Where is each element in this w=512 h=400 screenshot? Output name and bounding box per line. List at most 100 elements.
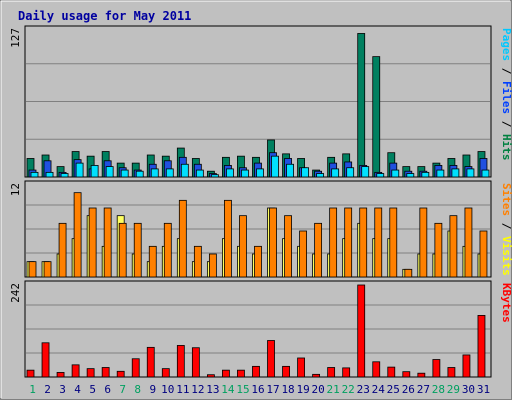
bar — [165, 168, 174, 178]
bar — [135, 170, 144, 178]
x-tick-label: 18 — [281, 383, 294, 396]
x-tick-label: 28 — [432, 383, 445, 396]
bar — [58, 222, 67, 278]
x-tick-label: 1 — [29, 383, 36, 396]
bar — [314, 222, 323, 278]
legend-part: / — [500, 61, 512, 81]
bar — [30, 171, 39, 178]
bar — [237, 369, 245, 378]
x-tick-label: 7 — [119, 383, 126, 396]
bar — [464, 207, 473, 278]
bar — [43, 261, 52, 278]
bar — [357, 33, 366, 178]
bar — [195, 169, 204, 178]
bar — [447, 367, 456, 378]
bar — [404, 268, 413, 278]
bar — [417, 372, 426, 378]
x-tick-label: 13 — [206, 383, 219, 396]
panel-kbytes: 242 KBytes — [9, 280, 512, 378]
bar — [359, 207, 368, 278]
bar — [462, 354, 471, 378]
bar — [88, 207, 97, 278]
bar — [477, 315, 486, 378]
bar — [146, 346, 155, 378]
x-tick-label: 3 — [59, 383, 66, 396]
x-tick-label: 24 — [372, 383, 386, 396]
bar — [449, 215, 458, 278]
bar — [466, 168, 475, 178]
bar — [387, 366, 396, 378]
bar — [116, 370, 125, 378]
bar — [331, 168, 340, 178]
bar — [372, 56, 381, 178]
bar — [479, 230, 488, 278]
x-tick-label: 27 — [417, 383, 430, 396]
bar — [90, 165, 99, 178]
bar — [60, 173, 69, 178]
bar — [256, 168, 264, 178]
bar — [344, 207, 353, 278]
bar — [176, 345, 185, 378]
bar — [210, 174, 219, 178]
y-max-label: 12 — [9, 183, 22, 196]
x-tick-label: 2 — [44, 383, 51, 396]
bar — [41, 342, 50, 378]
bar — [299, 230, 307, 278]
bar — [327, 367, 336, 378]
bar — [406, 173, 415, 178]
bar — [402, 371, 411, 378]
x-tick-label: 15 — [236, 383, 249, 396]
bar — [208, 253, 217, 278]
bar — [148, 245, 157, 278]
x-tick-label: 19 — [296, 383, 309, 396]
bar — [56, 372, 65, 378]
x-tick-label: 30 — [462, 383, 475, 396]
bar — [252, 365, 260, 378]
bar — [269, 207, 277, 278]
legend-part: / — [500, 114, 512, 134]
bar — [193, 245, 202, 278]
bar — [481, 169, 490, 178]
bar — [86, 368, 95, 378]
legend-part: Visits — [500, 236, 512, 276]
x-tick-label: 16 — [251, 383, 264, 396]
bar — [286, 163, 294, 178]
x-tick-label: 31 — [477, 383, 490, 396]
bar — [284, 215, 292, 278]
legend-part: Hits — [500, 134, 512, 161]
bar — [71, 364, 80, 378]
bar — [45, 171, 54, 178]
panel-pages-files-hits: 127 Pages / Files / Hits — [9, 25, 512, 178]
legend-part: Pages — [500, 28, 512, 61]
bar — [297, 357, 305, 378]
x-tick-label: 12 — [191, 383, 204, 396]
x-tick-label: 4 — [74, 383, 81, 396]
bar — [163, 222, 172, 278]
bar — [301, 167, 309, 178]
x-tick-label: 21 — [327, 383, 340, 396]
bar — [312, 373, 321, 378]
bar — [421, 171, 430, 178]
bar — [226, 168, 234, 178]
legend-part: Sites — [500, 183, 512, 216]
bar — [180, 163, 189, 178]
x-tick-label: 10 — [161, 383, 174, 396]
bar — [191, 347, 200, 378]
bar — [389, 207, 398, 278]
bar — [419, 207, 428, 278]
x-tick-label: 8 — [134, 383, 141, 396]
x-tick-label: 9 — [149, 383, 156, 396]
bar — [346, 167, 355, 178]
bar — [267, 340, 275, 378]
y-max-label: 127 — [9, 28, 22, 48]
legend-part: / — [500, 216, 512, 236]
bar — [161, 368, 170, 378]
bar — [372, 361, 381, 378]
legend-part: Files — [500, 81, 512, 114]
bar — [316, 173, 325, 178]
bar — [206, 374, 215, 378]
bar — [133, 222, 142, 278]
bar — [28, 261, 37, 278]
bar — [374, 207, 383, 278]
